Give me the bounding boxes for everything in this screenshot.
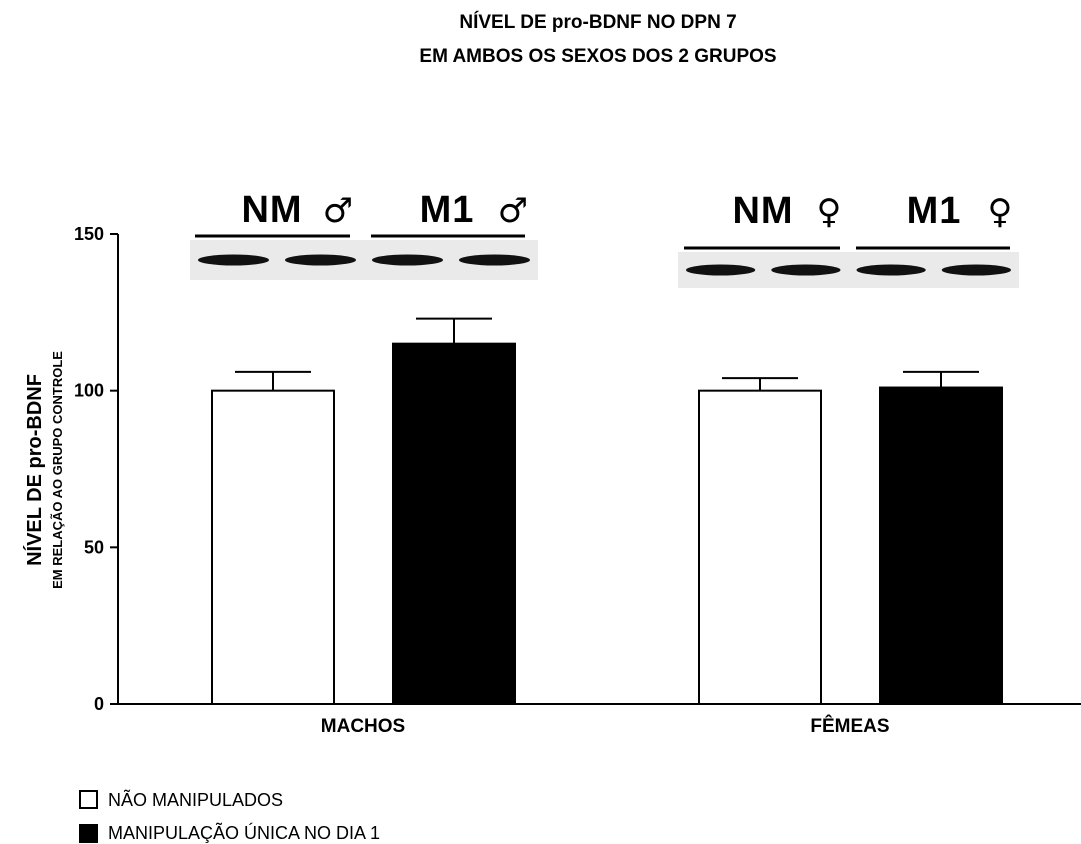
bar-nao-manipulados-femeas	[698, 389, 822, 705]
legend-swatch-white	[79, 790, 98, 809]
blot-band	[686, 264, 756, 276]
blot-band	[285, 254, 356, 266]
chart-title-line-2: EM AMBOS OS SEXOS DOS 2 GRUPOS	[419, 46, 776, 67]
x-category-label: FÊMEAS	[810, 715, 889, 737]
y-axis-label-sub: EM RELAÇÃO AO GRUPO CONTROLE	[50, 351, 65, 589]
blot-band	[941, 264, 1011, 276]
blot-group-label: NM	[732, 190, 793, 232]
blot-band	[372, 254, 443, 266]
blot-sex-symbol: ♀	[988, 192, 1013, 232]
bar-nao-manipulados-machos	[211, 389, 335, 705]
y-tick-label: 0	[94, 694, 104, 714]
legend-label-nao-manipulados: NÃO MANIPULADOS	[108, 789, 283, 810]
bar-manipulacao-unica-femeas	[879, 386, 1003, 705]
blot-sex-symbol: ♀	[817, 192, 842, 232]
blot-group-label: M1	[420, 189, 475, 231]
blot-group-label: NM	[241, 189, 302, 231]
blot-band	[198, 254, 269, 266]
legend-label-manipulacao-unica: MANIPULAÇÃO ÚNICA NO DIA 1	[108, 822, 380, 843]
y-axis-label-main: NÍVEL DE pro-BDNF	[23, 374, 46, 566]
chart-title-line-1: NÍVEL DE pro-BDNF NO DPN 7	[459, 11, 736, 33]
x-category-label: MACHOS	[321, 716, 405, 737]
blot-band	[459, 254, 530, 266]
western-blot-insets: NM ♂ M1 ♂ NM ♀ M1 ♀	[190, 189, 1019, 288]
blot-group-label: M1	[907, 190, 962, 232]
legend: NÃO MANIPULADOS MANIPULAÇÃO ÚNICA NO DIA…	[79, 789, 380, 843]
blot-band	[856, 264, 926, 276]
y-tick-label: 50	[84, 537, 104, 557]
blot-sex-symbol: ♂	[498, 191, 528, 231]
blot-sex-symbol: ♂	[323, 191, 353, 231]
legend-swatch-black	[79, 824, 98, 843]
blot-band	[771, 264, 841, 276]
bar-manipulacao-unica-machos	[392, 342, 516, 705]
y-tick-label: 150	[74, 224, 104, 244]
y-tick-label: 100	[74, 381, 104, 401]
